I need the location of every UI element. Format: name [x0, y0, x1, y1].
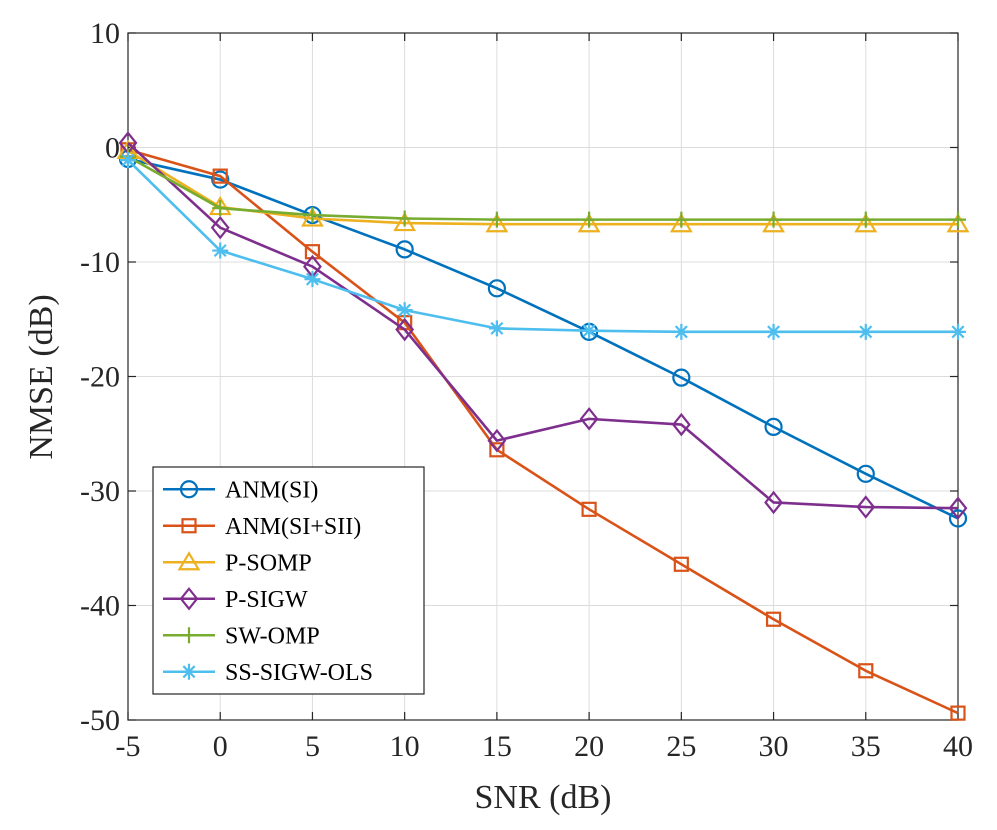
- legend-label: ANM(SI+SII): [225, 514, 361, 540]
- data-point: [764, 417, 783, 436]
- data-point: [485, 213, 509, 233]
- data-point: [950, 705, 966, 721]
- data-point: [857, 323, 874, 340]
- data-point: [857, 211, 874, 228]
- data-point: [212, 168, 228, 184]
- legend-item: P-SOMP: [163, 550, 312, 576]
- legend-marker: [181, 627, 197, 644]
- y-tick-label: 10: [90, 17, 120, 50]
- legend-marker: [181, 518, 197, 534]
- x-tick-label: 15: [482, 730, 512, 763]
- y-tick-label: -30: [80, 475, 120, 508]
- data-point: [762, 213, 785, 233]
- legend-label: ANM(SI): [225, 477, 318, 503]
- x-tick-label: 35: [851, 730, 881, 763]
- data-point: [950, 323, 966, 340]
- data-point: [487, 279, 506, 298]
- series-line: [127, 157, 959, 520]
- legend: ANM(SI) ANM(SI+SII) P-SOMP P-SIGW SW-OMP SS-S…: [152, 466, 425, 695]
- y-axis-ticks: 10 0 -10 -20 -30 -40 -50: [80, 17, 958, 737]
- series-line: [127, 141, 959, 510]
- legend-label: SW-OMP: [225, 623, 320, 649]
- data-point: [212, 200, 229, 217]
- legend-marker: [179, 586, 199, 611]
- data-point: [396, 302, 413, 319]
- x-tick-label: 10: [390, 730, 420, 763]
- data-point: [765, 211, 782, 228]
- data-point: [948, 509, 968, 528]
- data-point: [950, 211, 966, 228]
- data-point: [395, 240, 414, 259]
- data-point: [765, 611, 782, 627]
- data-point: [489, 442, 505, 458]
- data-point: [395, 317, 415, 342]
- data-point: [304, 271, 321, 288]
- legend-item: SW-OMP: [163, 623, 320, 649]
- x-axis-ticks: -5 0 5 10 15 20 25 30 35 40: [116, 33, 973, 763]
- legend-marker: [177, 551, 201, 571]
- data-point: [856, 464, 875, 483]
- x-axis-label: SNR (dB): [475, 779, 612, 816]
- data-point: [211, 170, 230, 189]
- x-tick-label: 20: [574, 730, 604, 763]
- data-point: [581, 211, 598, 228]
- data-point: [396, 210, 413, 227]
- series-ss-sigw-ols: [120, 152, 966, 340]
- legend-marker: [181, 663, 197, 680]
- data-point: [210, 215, 230, 240]
- data-point: [764, 490, 783, 515]
- data-point: [858, 663, 874, 679]
- data-point: [856, 495, 876, 519]
- y-tick-label: 0: [105, 132, 120, 165]
- x-tick-label: 0: [213, 730, 228, 763]
- y-tick-label: -20: [80, 361, 120, 394]
- legend-item: P-SIGW: [163, 587, 308, 613]
- data-point: [673, 323, 690, 340]
- series-p-sigw: [118, 131, 968, 520]
- legend-label: P-SOMP: [225, 550, 312, 576]
- data-point: [488, 211, 505, 228]
- data-point: [673, 556, 689, 572]
- data-point: [669, 213, 693, 233]
- y-tick-label: -40: [80, 590, 120, 623]
- data-point: [854, 213, 878, 233]
- legend-item: SS-SIGW-OLS: [163, 660, 373, 686]
- data-point: [581, 501, 597, 517]
- data-point: [581, 322, 598, 339]
- data-point: [948, 496, 968, 520]
- x-tick-label: 40: [943, 730, 973, 763]
- series-line: [127, 159, 958, 334]
- y-tick-label: -10: [80, 246, 120, 279]
- data-point: [577, 213, 601, 233]
- data-point: [301, 207, 324, 227]
- series-line: [127, 155, 958, 221]
- legend-label: P-SIGW: [225, 587, 308, 613]
- data-point: [672, 368, 691, 387]
- y-tick-label: -50: [80, 704, 120, 737]
- x-tick-label: -5: [116, 730, 141, 763]
- legend-item: ANM(SI+SII): [163, 514, 361, 540]
- data-point: [487, 428, 507, 453]
- legend-label: SS-SIGW-OLS: [225, 660, 373, 686]
- data-point: [673, 211, 690, 228]
- data-point: [765, 323, 782, 340]
- data-point: [671, 412, 691, 437]
- x-tick-label: 25: [666, 730, 696, 763]
- data-point: [393, 211, 417, 232]
- legend-item: ANM(SI): [163, 477, 318, 503]
- x-tick-label: 30: [759, 730, 789, 763]
- x-tick-label: 5: [305, 730, 320, 763]
- series-layer: [116, 131, 970, 721]
- data-point: [488, 320, 505, 337]
- data-point: [304, 207, 321, 224]
- y-axis-label: NMSE (dB): [23, 294, 60, 459]
- data-point: [212, 242, 229, 259]
- legend-marker: [179, 480, 199, 499]
- data-point: [120, 152, 136, 169]
- data-point: [946, 213, 970, 233]
- legend-box: [152, 466, 425, 695]
- data-point: [579, 407, 599, 431]
